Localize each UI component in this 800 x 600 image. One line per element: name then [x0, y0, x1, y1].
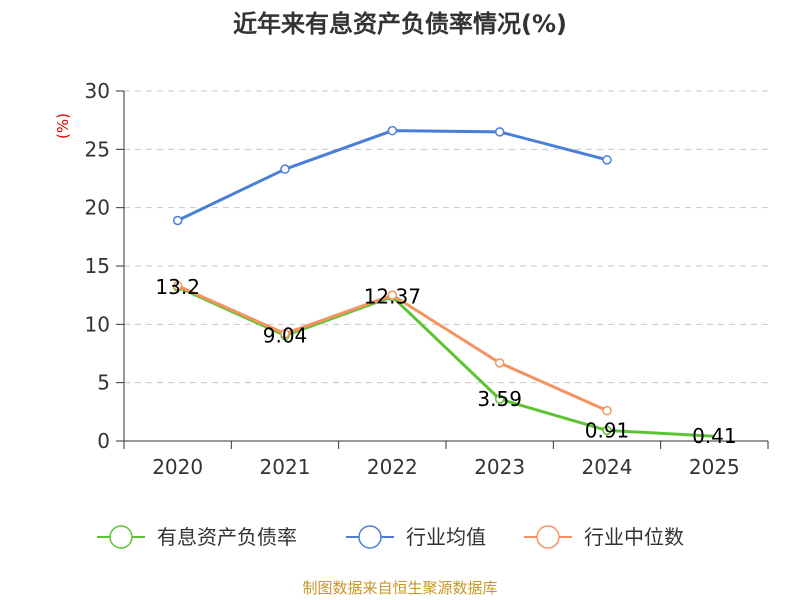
legend-item: 行业中位数: [524, 525, 684, 549]
legend-marker: [536, 525, 560, 549]
data-label: 13.2: [155, 275, 200, 299]
legend-marker: [109, 525, 133, 549]
data-point: [172, 281, 183, 291]
legend-marker: [358, 525, 382, 549]
data-label: 3.59: [477, 387, 522, 411]
data-label: 0.41: [692, 424, 737, 448]
legend: 有息资产负债率 行业均值 行业中位数: [97, 525, 684, 549]
y-tick-label: 20: [85, 196, 110, 220]
data-label: 0.91: [585, 418, 630, 442]
gridlines: [124, 90, 768, 384]
y-tick-label: 0: [97, 429, 110, 453]
y-tick-label: 10: [85, 312, 110, 336]
legend-item: 有息资产负债率: [97, 525, 297, 549]
x-tick-label: 2021: [260, 455, 311, 479]
series-line: [177, 129, 608, 222]
series-2: [172, 281, 612, 416]
data-label: 12.37: [364, 285, 421, 309]
data-labels: 13.2 9.04 12.37 3.59 0.91 0.41: [155, 275, 736, 448]
data-point: [602, 405, 612, 416]
data-point: [602, 155, 612, 165]
legend-item: 行业均值: [346, 525, 486, 549]
data-point: [172, 215, 183, 226]
data-point: [387, 125, 398, 136]
y-tick-label: 30: [85, 79, 110, 103]
y-axis-unit: (%): [54, 113, 72, 139]
legend-label: 有息资产负债率: [157, 525, 297, 549]
data-point: [494, 394, 505, 404]
y-tick-label: 25: [85, 137, 110, 161]
x-tick-label: 2020: [152, 455, 203, 479]
legend-label: 行业均值: [406, 525, 486, 549]
data-point: [280, 328, 290, 339]
x-tick-label: 2022: [367, 455, 418, 479]
series-1: [172, 125, 612, 226]
data-point: [602, 425, 612, 436]
data-point: [494, 358, 505, 368]
series-0: [172, 282, 715, 438]
legend-label: 行业中位数: [584, 525, 684, 549]
data-point: [494, 127, 505, 137]
y-tick-label: 15: [85, 254, 110, 278]
x-tick-label: 2024: [582, 455, 633, 479]
x-tick-label: 2025: [689, 455, 740, 479]
source-note: 制图数据来自恒生聚源数据库: [302, 579, 497, 597]
y-tick-label: 5: [97, 371, 110, 395]
x-tick-label: 2023: [474, 455, 525, 479]
data-point: [280, 164, 290, 174]
data-point: [387, 290, 398, 300]
chart-title: 近年来有息资产负债率情况(%): [233, 10, 567, 38]
data-label: 9.04: [263, 324, 308, 348]
series-line: [177, 285, 715, 438]
series-layer: [172, 125, 715, 438]
